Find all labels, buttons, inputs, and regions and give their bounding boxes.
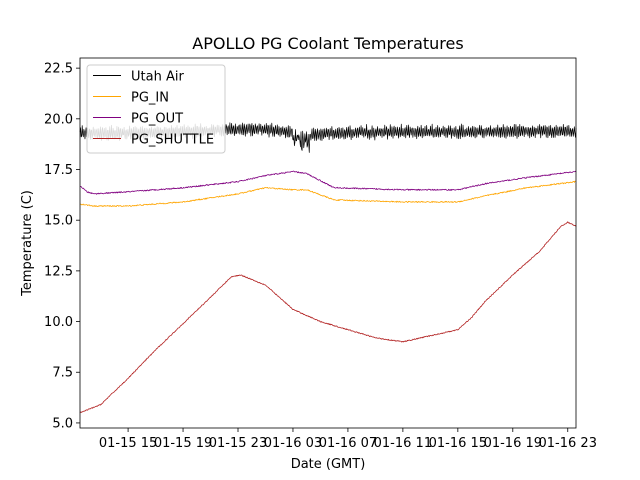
y-tick-label: 15.0 [44,214,73,229]
series-line-pg-shuttle [79,221,577,414]
series-line-pg-in [79,180,577,208]
y-tick-label: 5.0 [52,416,73,431]
y-tick-label: 12.5 [44,264,73,279]
x-tick-label: 01-15 15 [99,436,157,451]
series-line-pg-out [79,170,577,195]
legend: Utah Air PG_IN PG_OUT PG_SHUTTLE [86,64,226,154]
y-axis-label: Temperature (C) [20,190,35,297]
legend-box [86,64,226,154]
x-tick-label: 01-16 15 [429,436,487,451]
legend-label: PG_SHUTTLE [131,133,214,148]
legend-label: PG_OUT [131,112,183,127]
x-tick-label: 01-15 23 [209,436,267,451]
y-tick-label: 7.5 [52,366,73,381]
x-tick-label: 01-16 23 [539,436,597,451]
x-tick-label: 01-16 19 [484,436,542,451]
y-tick-label: 17.5 [44,163,73,178]
y-tick-label: 20.0 [44,112,73,127]
legend-label: Utah Air [131,70,184,85]
x-axis-label: Date (GMT) [291,457,366,472]
chart-title: APOLLO PG Coolant Temperatures [192,34,463,53]
legend-label: PG_IN [131,91,169,106]
x-tick-label: 01-16 07 [319,436,377,451]
y-tick-label: 10.0 [44,315,73,330]
y-axis-ticks: 5.0 7.5 10.0 12.5 15.0 17.5 20.0 22.5 [44,62,80,431]
x-tick-label: 01-15 19 [154,436,212,451]
x-tick-label: 01-16 03 [264,436,322,451]
x-tick-label: 01-16 11 [374,436,432,451]
plot-frame [79,57,577,429]
y-tick-label: 22.5 [44,62,73,77]
